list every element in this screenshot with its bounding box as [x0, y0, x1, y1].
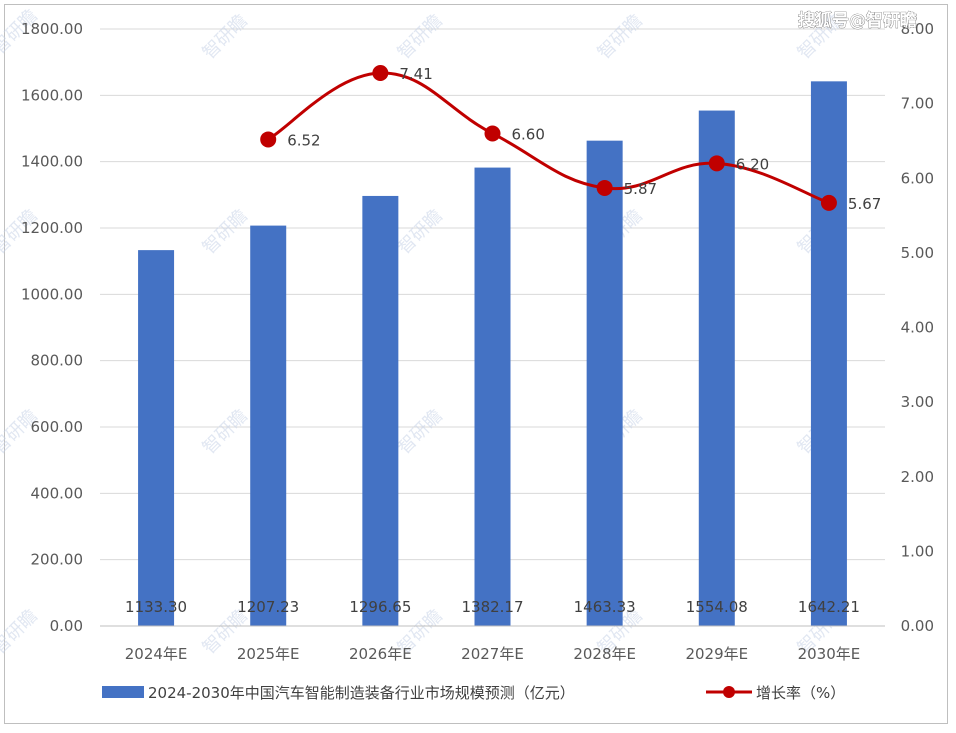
- x-tick-label: 2026年E: [349, 645, 412, 663]
- x-tick-label: 2027年E: [461, 645, 524, 663]
- watermark-tile: 智研瞻: [199, 206, 252, 259]
- y-left-tick-label: 1000.00: [21, 285, 83, 303]
- growth-line: [267, 71, 830, 205]
- y-left-tick-label: 1200.00: [21, 219, 83, 237]
- y-right-tick-label: 1.00: [901, 542, 934, 560]
- growth-point: [596, 179, 613, 196]
- growth-data-label: 7.41: [399, 65, 432, 83]
- y-left-tick-label: 200.00: [31, 551, 84, 569]
- legend-label-bar: 2024-2030年中国汽车智能制造装备行业市场规模预测（亿元）: [148, 684, 575, 702]
- y-right-tick-label: 2.00: [901, 468, 934, 486]
- growth-point: [484, 125, 501, 142]
- watermark-tile: 智研瞻: [0, 606, 42, 659]
- legend-swatch-bar: [102, 686, 144, 698]
- bar: [138, 250, 175, 626]
- y-right-tick-label: 6.00: [901, 169, 934, 187]
- y-left-tick-label: 600.00: [31, 418, 84, 436]
- y-left-tick-label: 1800.00: [21, 20, 83, 38]
- watermark-tile: 智研瞻: [199, 11, 252, 64]
- growth-data-label: 6.60: [512, 125, 545, 143]
- growth-point: [708, 155, 725, 172]
- growth-point: [260, 131, 277, 148]
- bar: [362, 195, 399, 627]
- corner-watermark: 搜狐号@智研瞻: [798, 10, 918, 32]
- y-right-tick-label: 3.00: [901, 393, 934, 411]
- bar-series: 1133.30 1207.23 1296.65 1382.17 1463.33 1554.…: [125, 81, 860, 627]
- watermark-tile: 智研瞻: [394, 406, 447, 459]
- y-left-tick-label: 800.00: [31, 352, 84, 370]
- y-right-tick-label: 5.00: [901, 244, 934, 262]
- x-tick-label: 2030年E: [798, 645, 861, 663]
- y-left-tick-label: 0.00: [50, 617, 83, 635]
- bar: [698, 110, 735, 626]
- bar: [474, 167, 511, 627]
- y-right-tick-label: 7.00: [901, 95, 934, 113]
- bar-data-label: 1207.23: [237, 598, 299, 616]
- bar: [810, 81, 847, 627]
- bar-data-label: 1642.21: [798, 598, 860, 616]
- growth-point: [372, 65, 389, 82]
- axes: 0.00 200.00 400.00 600.00 800.00 1000.00 1200.…: [21, 20, 934, 663]
- growth-data-label: 5.87: [624, 180, 657, 198]
- y-right-tick-label: 4.00: [901, 319, 934, 337]
- growth-data-label: 6.20: [736, 155, 769, 173]
- y-right-tick-label: 8.00: [901, 20, 934, 38]
- bar: [586, 140, 623, 626]
- watermark-tile: 智研瞻: [394, 206, 447, 259]
- watermark-corner-text: 搜狐号@智研瞻: [798, 10, 917, 31]
- x-tick-label: 2025年E: [237, 645, 300, 663]
- legend: 2024-2030年中国汽车智能制造装备行业市场规模预测（亿元） 增长率（%）: [102, 684, 845, 702]
- y-left-tick-label: 400.00: [31, 484, 84, 502]
- bar-data-label: 1382.17: [461, 598, 523, 616]
- growth-data-label: 5.67: [848, 195, 881, 213]
- y-left-tick-label: 1600.00: [21, 86, 83, 104]
- watermark-tile: 智研瞻: [199, 406, 252, 459]
- watermark-tile: 智研瞻: [594, 11, 647, 64]
- y-right-tick-label: 0.00: [901, 617, 934, 635]
- x-tick-label: 2024年E: [125, 645, 188, 663]
- x-tick-label: 2028年E: [573, 645, 636, 663]
- legend-swatch-marker: [723, 686, 735, 698]
- bar-data-label: 1554.08: [686, 598, 748, 616]
- legend-label-line: 增长率（%）: [756, 684, 845, 702]
- growth-data-label: 6.52: [287, 131, 320, 149]
- x-tick-label: 2029年E: [685, 645, 748, 663]
- growth-point: [820, 194, 837, 211]
- bar-data-label: 1296.65: [349, 598, 411, 616]
- bar-data-label: 1463.33: [574, 598, 636, 616]
- watermark-tile: 智研瞻: [394, 11, 447, 64]
- bar: [250, 225, 287, 626]
- y-left-tick-label: 1400.00: [21, 153, 83, 171]
- growth-line-series: 6.52 7.41 6.60 5.87 6.20 5.67: [260, 65, 881, 213]
- bar-data-label: 1133.30: [125, 598, 187, 616]
